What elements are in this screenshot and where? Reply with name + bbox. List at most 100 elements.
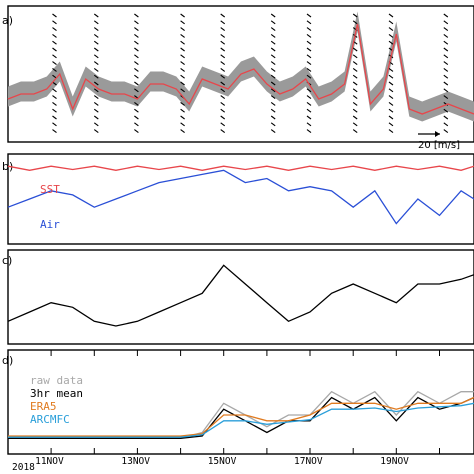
wind-arrow (352, 95, 358, 100)
wind-arrow (220, 122, 226, 127)
wind-arrow (180, 101, 185, 106)
wind-arrow (270, 33, 276, 38)
wind-arrow (443, 27, 449, 32)
wind-arrow (134, 67, 139, 72)
wind-arrow (180, 27, 185, 32)
wind-scale-arrowhead (435, 131, 440, 137)
wind-arrow (93, 129, 99, 134)
wind-arrow (352, 81, 358, 86)
panel-b-series-1 (7, 169, 474, 225)
wind-arrow (270, 67, 276, 72)
wind-arrow (388, 67, 394, 72)
wind-arrow (220, 74, 226, 79)
wind-arrow (52, 47, 57, 52)
panel-b: b) SST Air (2, 153, 474, 245)
wind-arrow (388, 33, 394, 38)
wind-arrow (180, 88, 185, 93)
wind-arrow (388, 27, 394, 32)
wind-arrow (306, 47, 312, 52)
wind-arrow (180, 54, 185, 59)
wind-arrow (134, 129, 139, 134)
wind-arrow (93, 101, 99, 106)
wind-arrow (270, 95, 276, 100)
wind-arrow (270, 47, 276, 52)
wind-arrow (180, 81, 185, 86)
panel-d-series (8, 390, 474, 439)
wind-arrow (388, 74, 394, 79)
wind-arrow (93, 115, 99, 120)
wind-arrow (52, 88, 57, 93)
wind-arrow (220, 115, 226, 120)
wind-arrow (52, 33, 57, 38)
wind-arrow (52, 27, 57, 32)
wind-arrow (270, 115, 276, 120)
wind-arrow (388, 122, 394, 127)
legend-raw-data: raw data (30, 374, 83, 387)
wind-arrow (134, 122, 139, 127)
wind-arrow (270, 54, 276, 59)
wind-arrow (270, 101, 276, 106)
panel-c-frame (7, 249, 474, 345)
wind-arrow (443, 81, 449, 86)
wind-arrow (93, 61, 99, 66)
x-tick-label: 15NOV (208, 456, 237, 467)
wind-arrow (93, 74, 99, 79)
wind-arrow (443, 74, 449, 79)
wind-arrow (306, 13, 312, 18)
wind-arrow (220, 101, 226, 106)
wind-arrow (220, 81, 226, 86)
wind-arrow (134, 88, 139, 93)
wind-arrow (270, 27, 276, 32)
panel-b-label: b) (2, 160, 13, 173)
x-tick-label: 17NOV (294, 456, 323, 467)
panel-a-series (7, 23, 474, 115)
wind-arrow (306, 54, 312, 59)
wind-arrow (134, 115, 139, 120)
wind-arrow (180, 122, 185, 127)
wind-arrow (93, 67, 99, 72)
wind-arrow (306, 61, 312, 66)
wind-arrow (220, 88, 226, 93)
wind-arrow (93, 81, 99, 86)
wind-arrow (352, 122, 358, 127)
wind-arrow (352, 47, 358, 52)
wind-arrow (352, 54, 358, 59)
wind-arrow (388, 88, 394, 93)
wind-arrow (443, 61, 449, 66)
wind-arrow (306, 20, 312, 25)
x-tick-label: 11NOV (35, 456, 64, 467)
wind-arrow (388, 13, 394, 18)
wind-arrow (306, 95, 312, 100)
wind-arrow (134, 101, 139, 106)
wind-arrow (220, 40, 226, 45)
wind-arrow (352, 101, 358, 106)
wind-arrow (134, 40, 139, 45)
panel-b-series-0 (7, 165, 474, 171)
x-tick-label: 19NOV (380, 456, 409, 467)
wind-arrow (93, 47, 99, 52)
wind-arrow (134, 54, 139, 59)
wind-arrow (180, 33, 185, 38)
wind-arrow (352, 74, 358, 79)
wind-arrow (180, 115, 185, 120)
wind-arrow (270, 122, 276, 127)
wind-arrow (352, 61, 358, 66)
wind-arrow (443, 95, 449, 100)
wind-arrow (306, 40, 312, 45)
wind-arrow (270, 13, 276, 18)
wind-arrow (388, 108, 394, 113)
wind-arrow (388, 101, 394, 106)
wind-arrow (52, 101, 57, 106)
wind-arrow (306, 108, 312, 113)
legend-era5: ERA5 (30, 400, 57, 413)
x-year-label: 2018 (12, 462, 35, 473)
wind-arrow (134, 61, 139, 66)
wind-arrow (270, 74, 276, 79)
wind-arrow (443, 67, 449, 72)
wind-arrow (220, 33, 226, 38)
wind-arrow (443, 115, 449, 120)
wind-arrow (388, 129, 394, 134)
panel-d-series-2 (8, 396, 474, 437)
wind-arrow (270, 61, 276, 66)
